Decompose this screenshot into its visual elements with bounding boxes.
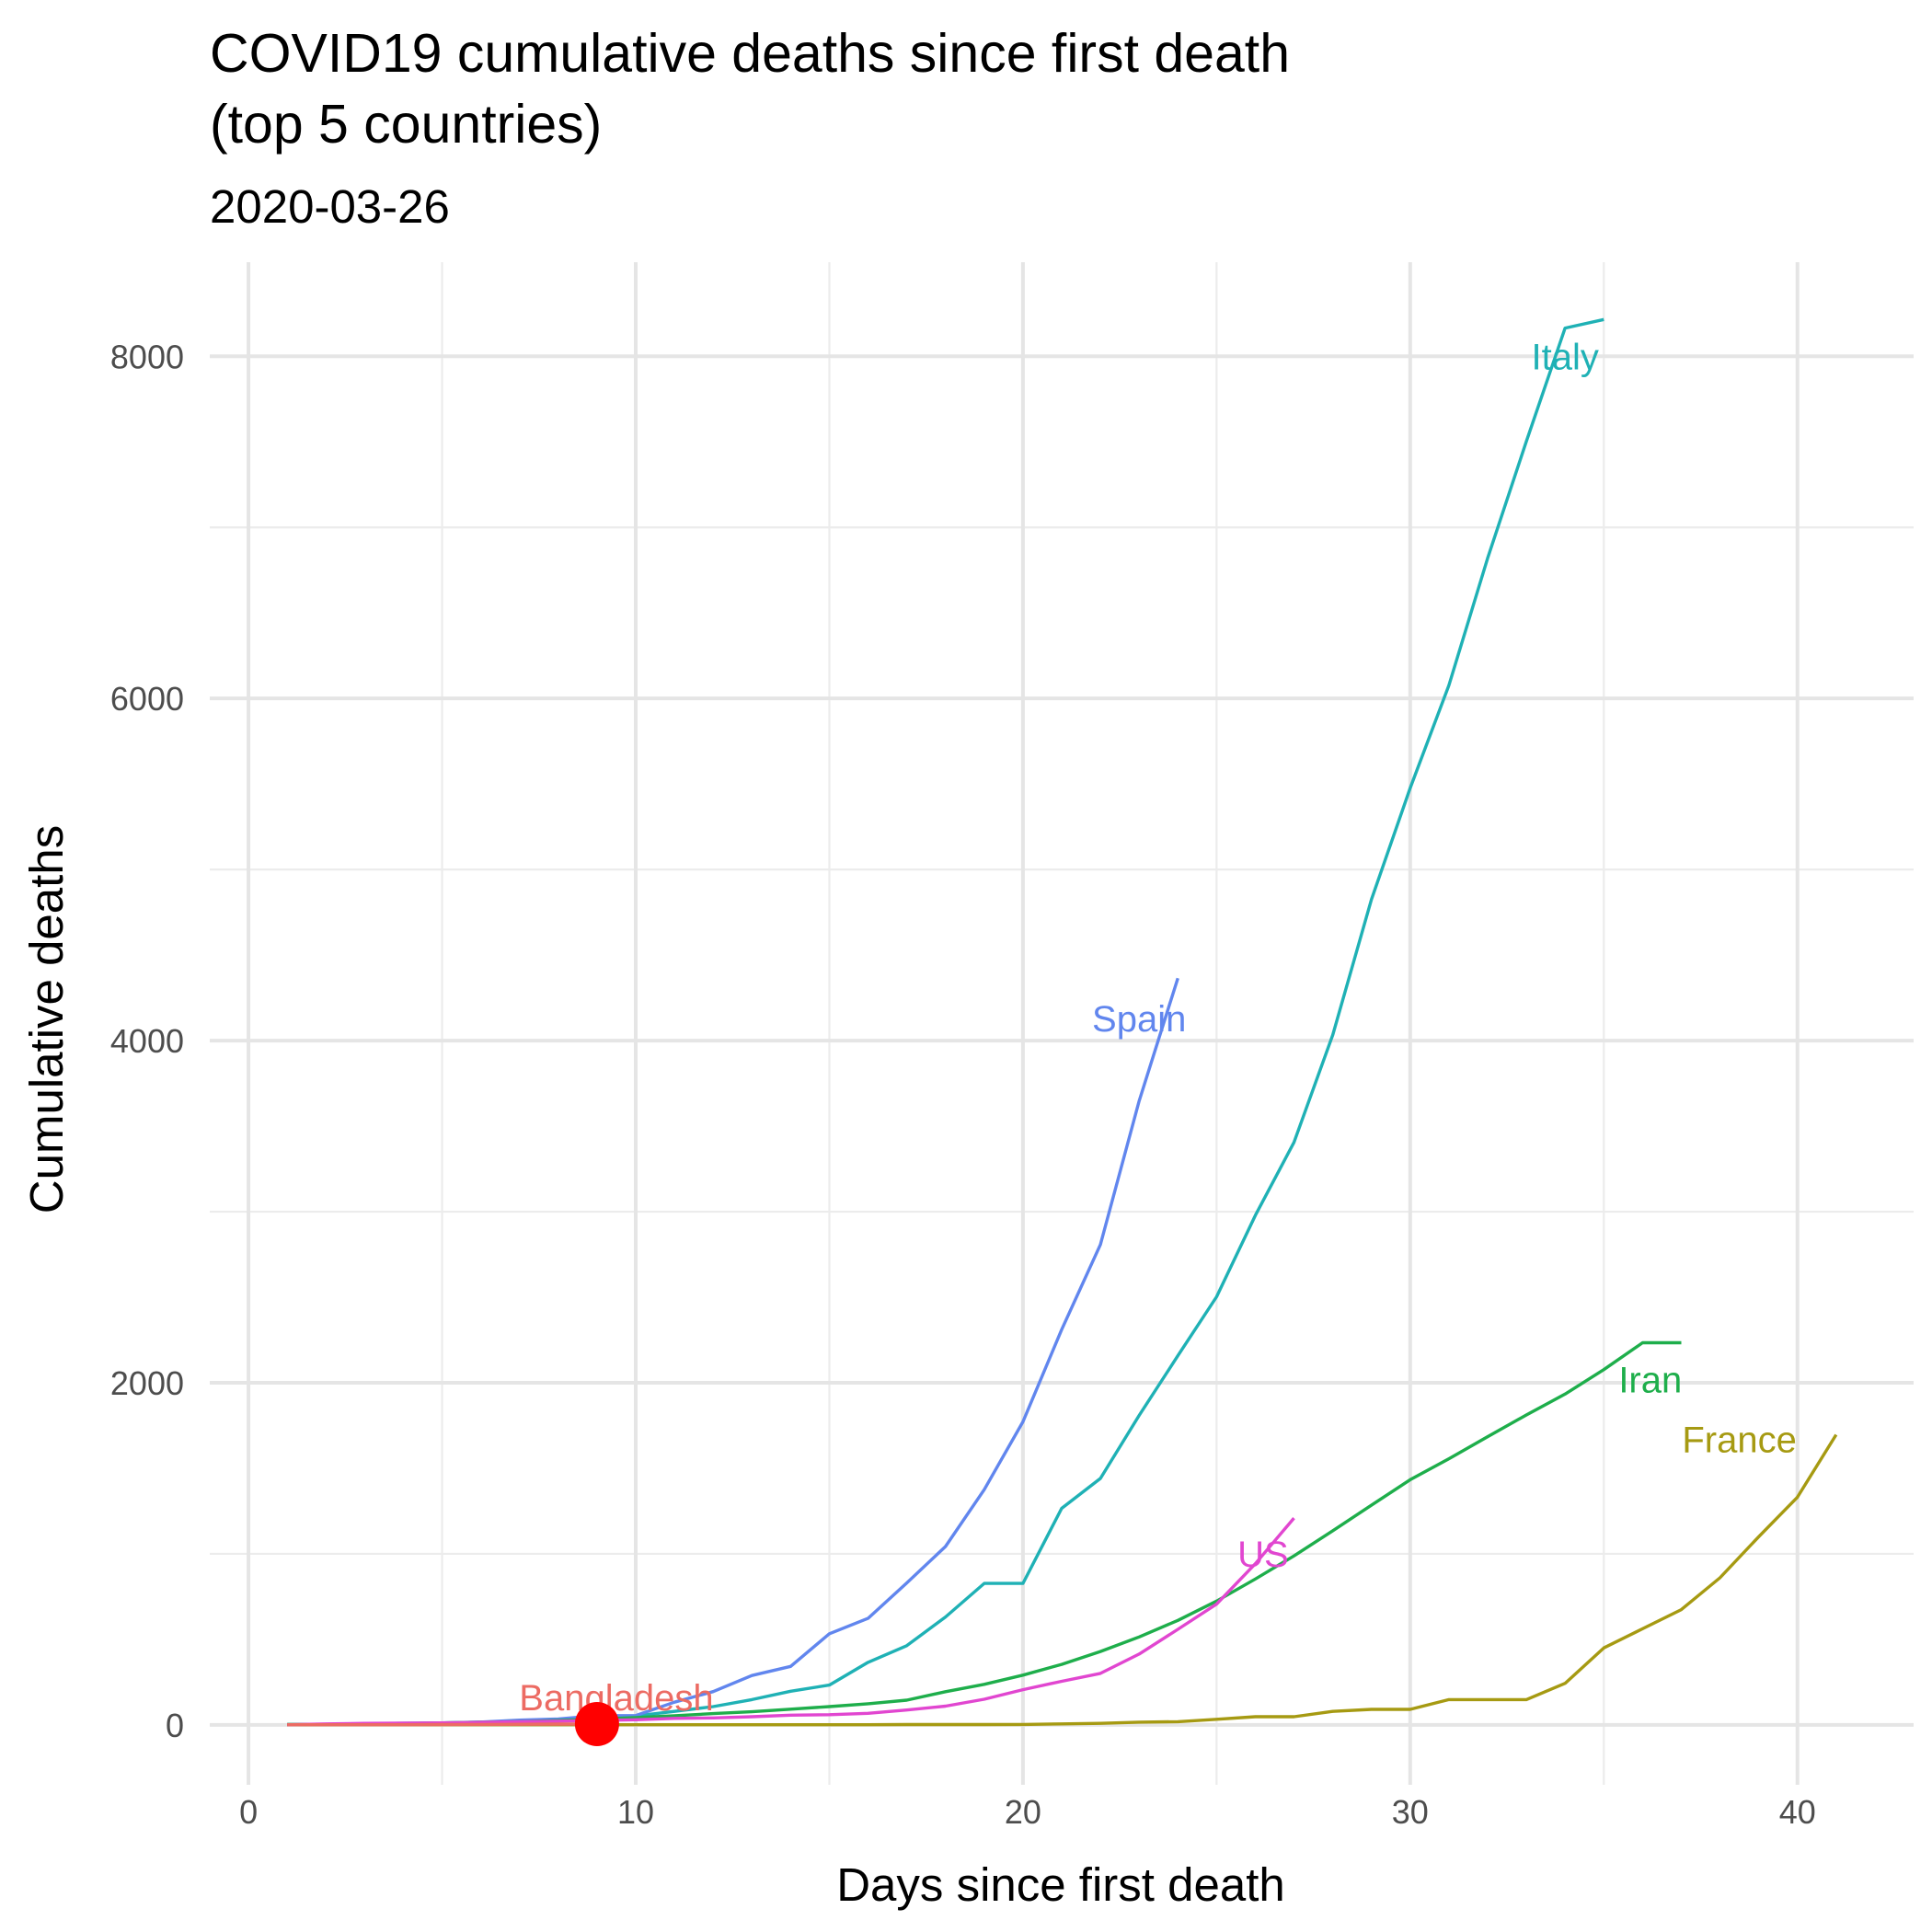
x-tick-label: 20 [1005,1793,1041,1831]
series-line-iran [287,1340,1682,1727]
highlight-layer [574,1701,619,1746]
y-axis-ticks: 0 2000 4000 6000 8000 [110,338,184,1744]
y-tick-label: 0 [166,1707,184,1744]
series-line-italy [287,317,1604,1727]
y-tick-label: 8000 [110,338,184,375]
series-label-iran: Iran [1618,1360,1682,1400]
x-tick-label: 10 [617,1793,654,1831]
x-tick-label: 40 [1779,1793,1816,1831]
y-axis-title: Cumulative deaths [20,825,73,1213]
grid [210,262,1914,1785]
x-axis-ticks: 0 10 20 30 40 [239,1793,1816,1831]
series-label-us: US [1237,1535,1289,1575]
y-tick-label: 6000 [110,680,184,718]
series-lines [287,317,1838,1727]
y-tick-label: 2000 [110,1364,184,1402]
chart-title-line-2: (top 5 countries) [210,94,602,155]
series-label-france: France [1682,1420,1797,1460]
highlight-point-bangladesh [574,1701,619,1746]
x-axis-title: Days since first death [836,1858,1285,1911]
chart-subtitle: 2020-03-26 [210,180,450,233]
series-line-us [287,1517,1295,1727]
series-label-bangladesh: Bangladesh [519,1678,713,1719]
series-line-bangladesh [287,1722,597,1727]
series-label-spain: Spain [1092,999,1186,1040]
x-tick-label: 30 [1392,1793,1429,1831]
series-label-italy: Italy [1532,337,1599,377]
y-tick-label: 4000 [110,1022,184,1060]
series-line-spain [287,977,1179,1727]
chart-title-line-1: COVID19 cumulative deaths since first de… [210,23,1290,84]
x-tick-label: 0 [239,1793,258,1831]
